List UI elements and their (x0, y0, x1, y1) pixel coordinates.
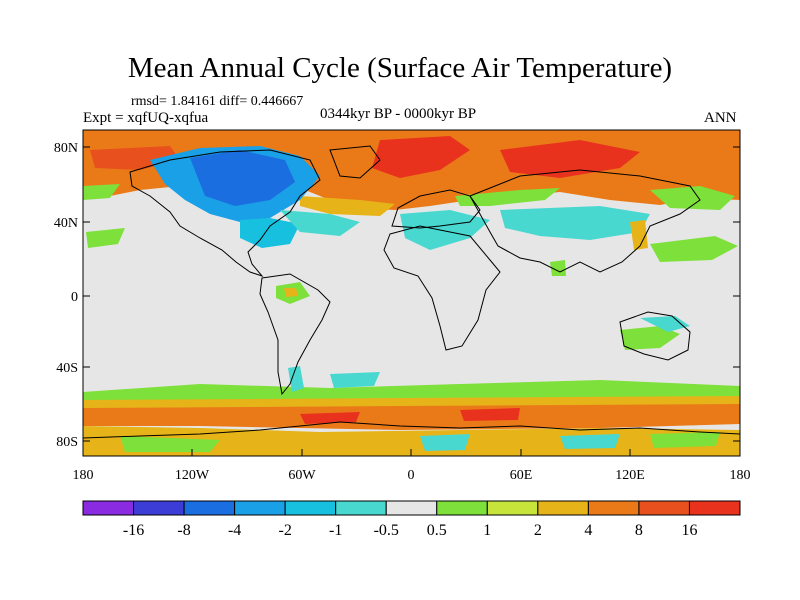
arctic-hot-spot-2 (500, 140, 640, 178)
southern-ocean-warm (83, 404, 740, 430)
colorbar-swatch (688, 500, 741, 516)
north-yellow-band (300, 196, 395, 216)
lon-tick-180-left: 180 (73, 468, 94, 483)
lon-tick-60w: 60W (288, 468, 316, 483)
lon-tick-0: 0 (408, 468, 415, 483)
lon-tick-60e: 60E (510, 468, 533, 483)
africa-coast (383, 225, 501, 351)
antarctic-green-2 (650, 432, 720, 448)
north-pacific-green-2 (650, 236, 738, 262)
colorbar-swatch (385, 500, 438, 516)
colorbar-swatch (183, 500, 236, 516)
period-label: 0344kyr BP - 0000kyr BP (320, 106, 477, 122)
north-america-cyan-edge (240, 218, 300, 248)
australia-green (620, 326, 680, 350)
lon-tick-120e: 120E (615, 468, 645, 483)
asia-coast (469, 169, 701, 273)
colorbar-swatch (335, 500, 387, 516)
colorbar-label: -1 (329, 522, 342, 539)
lat-tick-40s: 40S (56, 361, 78, 376)
asia-cyan-region (500, 206, 650, 240)
colorbar-label: 2 (534, 522, 542, 539)
asia-yellow-spot (630, 220, 648, 250)
axis-ticks (82, 146, 741, 456)
arctic-hot-spot-1 (372, 136, 470, 178)
north-america-coast (129, 149, 321, 278)
colorbar-label: -16 (123, 522, 144, 539)
antarctic-cyan-2 (560, 434, 620, 449)
antarctic-cyan-1 (420, 434, 470, 451)
colorbar-label: 1 (483, 522, 491, 539)
india-green (550, 260, 566, 276)
antarctica-coast (83, 421, 740, 439)
coastlines (83, 145, 740, 439)
lat-tick-80s: 80S (56, 435, 78, 450)
lon-tick-180-right: 180 (730, 468, 751, 483)
colorbar-label: -4 (228, 522, 241, 539)
season-label: ANN (704, 110, 737, 126)
colorbar-label: 4 (584, 522, 592, 539)
colorbar-swatch (587, 500, 640, 516)
colorbar-swatch (133, 500, 185, 516)
greenland-coast (329, 145, 381, 179)
australia-coast (619, 311, 691, 361)
antarctic-red-spot-2 (460, 408, 520, 421)
north-pacific-green (86, 228, 125, 248)
colorbar-label: -8 (177, 522, 190, 539)
colorbar-swatch (284, 500, 337, 516)
north-america-strong-cold (190, 150, 295, 206)
colorbar-swatch (638, 500, 690, 516)
north-green-band-3 (83, 184, 120, 200)
antarctic-green-1 (120, 436, 220, 452)
experiment-label: Expt = xqfUQ-xqfua (83, 110, 209, 126)
colorbar-swatch (486, 500, 539, 516)
colorbar-swatch (436, 500, 488, 516)
colorbar-label: 8 (635, 522, 643, 539)
north-atlantic-cyan (280, 210, 360, 236)
north-green-band-1 (455, 188, 560, 206)
europe-cyan-region (400, 210, 490, 250)
map-title: Mean Annual Cycle (Surface Air Temperatu… (127, 52, 673, 84)
colorbar-swatch (82, 500, 135, 516)
lat-tick-0: 0 (71, 290, 78, 305)
south-america-coast (259, 273, 331, 396)
europe-coast (391, 189, 481, 229)
rmsd-diff-stats: rmsd= 1.84161 diff= 0.446667 (131, 94, 304, 109)
lat-tick-80n: 80N (54, 141, 78, 156)
colorbar-label: -0.5 (374, 522, 399, 539)
temperature-anomaly-field (83, 130, 740, 456)
colorbar-label: 0.5 (427, 522, 447, 539)
patagonia-cyan (288, 366, 304, 392)
colorbar: -16 -8 -4 -2 -1 -0.5 0.5 1 2 4 8 16 (82, 500, 741, 539)
australia-cyan (640, 316, 690, 332)
north-green-band-2 (650, 186, 735, 210)
antarctic-red-spot-1 (300, 412, 360, 424)
lon-tick-120w: 120W (175, 468, 210, 483)
colorbar-swatch (537, 500, 589, 516)
lat-tick-40n: 40N (54, 216, 78, 231)
south-america-yellow (284, 288, 298, 297)
colorbar-swatch (234, 500, 286, 516)
colorbar-label: -2 (278, 522, 291, 539)
south-atlantic-cyan (330, 372, 380, 388)
colorbar-label: 16 (681, 522, 697, 539)
